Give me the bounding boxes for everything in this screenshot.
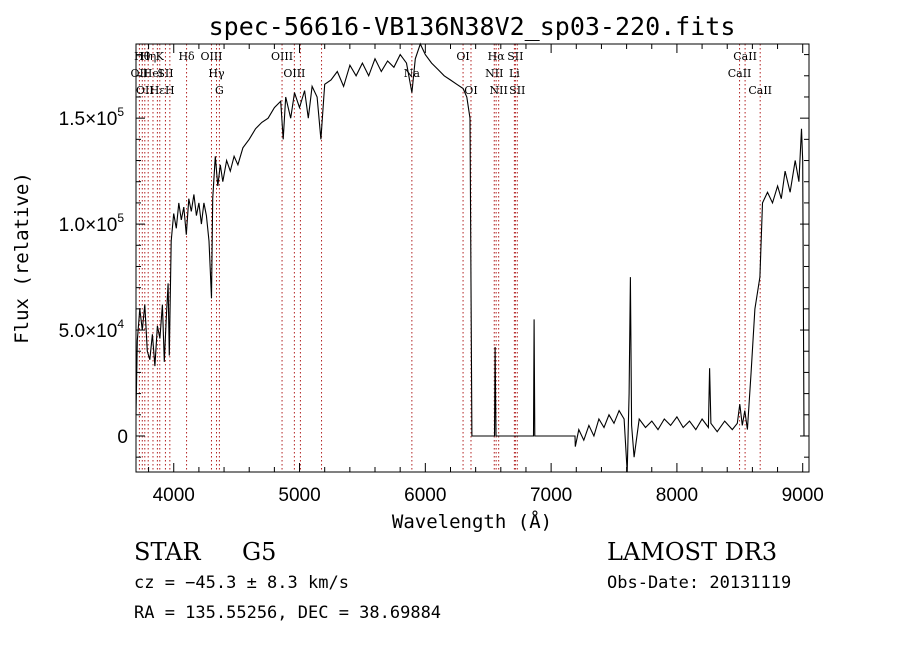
line-marker-label: NII bbox=[490, 84, 508, 97]
x-tick-label: 5000 bbox=[278, 485, 320, 506]
x-tick-label: 8000 bbox=[656, 485, 698, 506]
line-marker-label: OI bbox=[464, 84, 477, 97]
line-marker-label: G bbox=[215, 84, 224, 97]
line-marker-label: Hε bbox=[150, 84, 166, 97]
x-axis-label: Wavelength (Å) bbox=[392, 510, 552, 533]
line-marker-label: Hδ bbox=[178, 50, 195, 63]
line-marker-label: H bbox=[165, 84, 175, 97]
y-tick-label: 5.0×104 bbox=[59, 317, 125, 342]
observation-date: Obs-Date: 20131119 bbox=[607, 573, 792, 593]
y-tick-label: 1.0×105 bbox=[59, 211, 125, 236]
line-marker-label: Na bbox=[404, 67, 421, 80]
line-marker-label: Hα bbox=[488, 50, 506, 63]
coordinates: RA = 135.55256, DEC = 38.69884 bbox=[134, 603, 442, 623]
line-marker-label: SII bbox=[157, 67, 173, 80]
line-marker-label: Hθ bbox=[134, 50, 151, 63]
x-axis-ticks: 4000 5000 6000 7000 8000 9000 bbox=[148, 44, 824, 506]
line-marker-label: Hγ bbox=[208, 67, 225, 80]
y-tick-label: 1.5×105 bbox=[59, 105, 125, 130]
y-axis-label: Flux (relative) bbox=[11, 172, 33, 344]
line-marker-label: OII bbox=[131, 67, 149, 80]
line-marker-label: HeI bbox=[143, 67, 163, 80]
line-marker-label: Hη bbox=[140, 50, 156, 63]
line-marker-label: OI bbox=[456, 50, 469, 63]
line-marker-label: CaII bbox=[733, 50, 757, 63]
line-marker-label: OIII bbox=[271, 50, 293, 63]
line-marker-label: Li bbox=[509, 67, 520, 80]
spectral-subclass: G5 bbox=[242, 538, 277, 566]
y-tick-exponent: 5 bbox=[117, 105, 124, 119]
line-marker-label: SII bbox=[509, 84, 525, 97]
line-marker-label: OIII bbox=[283, 67, 305, 80]
line-marker-label: K bbox=[156, 50, 165, 63]
spectrum-series bbox=[135, 42, 805, 473]
x-tick-label: 7000 bbox=[530, 485, 572, 506]
x-tick-label: 6000 bbox=[404, 485, 446, 506]
plot-frame bbox=[135, 43, 810, 473]
line-marker-label: OIII bbox=[200, 50, 222, 63]
line-marker-label: CaII bbox=[728, 67, 752, 80]
spectral-line-labels: OII Hθ OII Hη HeI Hε K SII H Hδ OIII Hγ G OIII OIII Na O… bbox=[131, 50, 772, 97]
redshift-info: cz = −45.3 ± 8.3 km/s bbox=[134, 573, 349, 593]
spectral-line-markers bbox=[138, 44, 761, 472]
chart-title: spec-56616-VB136N38V2_sp03-220.fits bbox=[209, 12, 736, 41]
line-marker-label: CaII bbox=[748, 84, 772, 97]
survey-name: LAMOST DR3 bbox=[607, 538, 778, 566]
line-marker-label: SII bbox=[507, 50, 523, 63]
line-marker-label: OII bbox=[136, 84, 154, 97]
x-tick-label: 9000 bbox=[782, 485, 824, 506]
y-tick-exponent: 4 bbox=[117, 317, 124, 331]
y-axis-ticks: 0 5.0×104 1.0×105 1.5×105 bbox=[59, 54, 809, 458]
spectrum-chart: spec-56616-VB136N38V2_sp03-220.fits OIIH… bbox=[11, 12, 824, 533]
y-tick-label: 0 bbox=[117, 427, 128, 448]
object-class: STAR bbox=[134, 538, 201, 566]
x-tick-label: 4000 bbox=[153, 485, 195, 506]
line-marker-label: NII bbox=[485, 67, 503, 80]
y-tick-exponent: 5 bbox=[117, 211, 124, 225]
